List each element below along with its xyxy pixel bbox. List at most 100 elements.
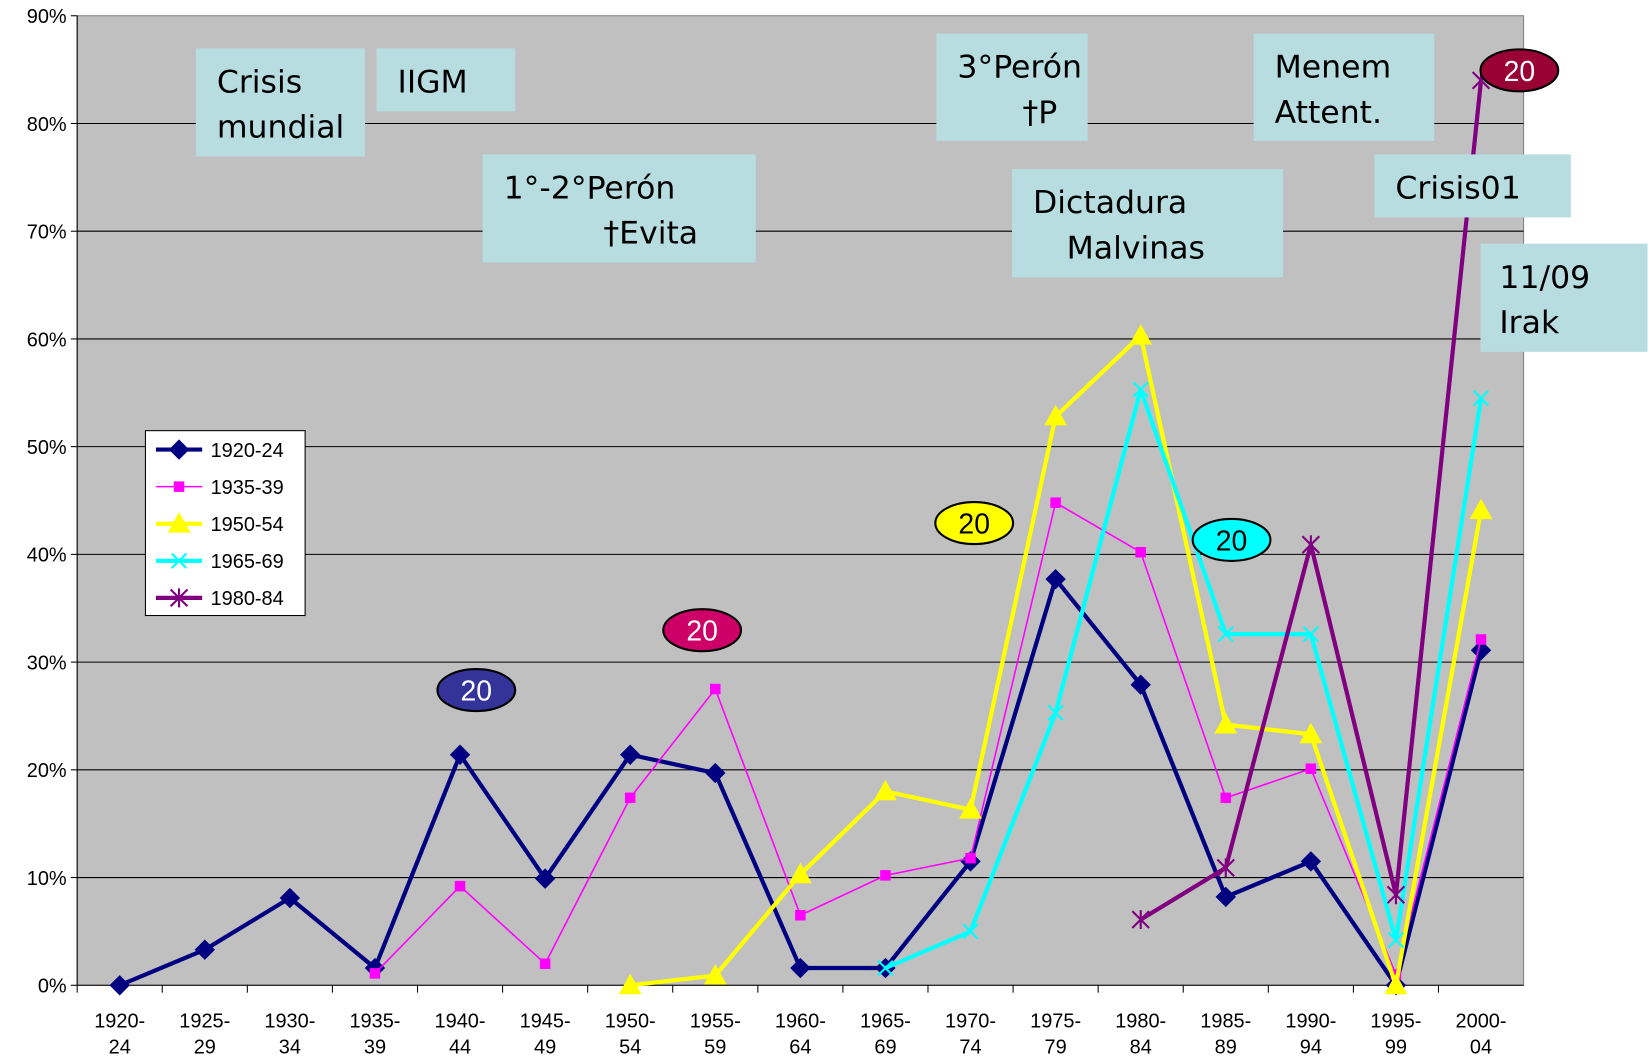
annotation-text: 11/09 <box>1499 260 1590 296</box>
series-line <box>884 387 1484 970</box>
marker <box>454 880 466 892</box>
marker <box>880 870 891 881</box>
x-tick-label: 1920-24 <box>94 1010 145 1058</box>
marker <box>705 762 726 784</box>
marker <box>1050 497 1061 508</box>
marker <box>1301 535 1321 555</box>
marker <box>1130 674 1151 695</box>
marker <box>1387 931 1405 949</box>
badge-text: 20 <box>461 676 493 708</box>
series-line <box>374 501 1482 976</box>
legend-label: 1935-39 <box>211 477 284 499</box>
x-tick-label: 1925-29 <box>179 1010 230 1058</box>
badge <box>436 668 517 713</box>
badge <box>1191 517 1272 562</box>
x-tick-label: 1975-79 <box>1030 1010 1081 1058</box>
x-tick-label: 2000-04 <box>1456 1010 1507 1058</box>
annotation-text: Menem <box>1275 50 1392 86</box>
marker <box>1047 704 1064 721</box>
marker <box>877 959 894 977</box>
annotation-text: Attent. <box>1275 95 1382 131</box>
marker <box>1472 390 1490 407</box>
marker <box>279 887 301 909</box>
marker <box>1299 722 1323 744</box>
marker <box>703 963 727 985</box>
x-tick-label: 1995-99 <box>1370 1010 1421 1058</box>
marker <box>1300 851 1322 872</box>
marker <box>788 862 812 884</box>
marker <box>959 798 982 819</box>
marker <box>1215 886 1236 908</box>
annotation-text: IIGM <box>398 64 468 100</box>
annotation-box <box>482 154 756 263</box>
marker <box>167 512 191 533</box>
y-tick-label: 70% <box>27 222 67 244</box>
marker <box>109 975 130 996</box>
y-tick-label: 10% <box>27 868 67 890</box>
y-tick-label: 30% <box>27 652 67 674</box>
marker <box>1220 792 1232 804</box>
x-tick-label: 1980-84 <box>1115 1010 1166 1058</box>
marker <box>1305 763 1317 774</box>
x-tick-label: 1985-89 <box>1200 1010 1251 1058</box>
marker <box>170 552 188 569</box>
marker <box>620 744 641 765</box>
marker <box>173 481 185 492</box>
x-tick-label: 1960-64 <box>775 1010 826 1058</box>
marker <box>962 923 979 940</box>
badge-text: 20 <box>1216 525 1248 557</box>
marker <box>1214 712 1238 734</box>
y-tick-label: 0% <box>38 976 67 998</box>
x-tick-label: 1945-49 <box>520 1010 571 1058</box>
annotation-box <box>936 33 1088 141</box>
x-tick-label: 1950-54 <box>605 1010 656 1058</box>
marker <box>1386 885 1406 905</box>
annotation-box <box>1374 154 1571 218</box>
marker <box>965 852 976 864</box>
marker <box>795 909 806 921</box>
annotation-text: †P <box>1023 95 1058 131</box>
marker <box>624 792 636 804</box>
x-tick-label: 1935-39 <box>349 1010 400 1058</box>
annotation-text: 3°Perón <box>957 50 1082 86</box>
legend-label: 1980-84 <box>211 588 284 610</box>
marker <box>1216 858 1235 878</box>
marker <box>1131 910 1150 930</box>
marker <box>874 779 897 801</box>
annotation-text: mundial <box>217 110 344 146</box>
annotation-text: Dictadura <box>1033 185 1187 221</box>
marker <box>539 958 551 969</box>
marker <box>1217 625 1234 643</box>
y-tick-label: 60% <box>27 329 67 351</box>
marker <box>168 439 190 460</box>
y-tick-label: 40% <box>27 545 67 567</box>
x-tick-label: 1965-69 <box>860 1010 911 1058</box>
annotation-text: Malvinas <box>1067 230 1205 266</box>
marker <box>194 939 215 960</box>
annotation-box <box>1253 33 1435 141</box>
y-tick-label: 20% <box>27 760 67 782</box>
x-tick-label: 1990-94 <box>1285 1010 1336 1058</box>
annotation-box <box>376 48 516 112</box>
x-tick-label: 1970-74 <box>945 1010 996 1058</box>
badge-text: 20 <box>958 509 990 541</box>
marker <box>369 968 381 979</box>
annotation-text: 1°-2°Perón <box>504 171 676 207</box>
annotation-box <box>1012 169 1284 278</box>
badge-text: 20 <box>686 616 718 648</box>
badge-text: 20 <box>1504 56 1536 88</box>
legend-label: 1950-54 <box>211 514 284 536</box>
marker <box>1475 634 1487 645</box>
annotation-text: Crisis <box>217 64 302 100</box>
marker <box>618 973 642 995</box>
y-tick-label: 80% <box>27 114 67 136</box>
marker <box>534 868 556 889</box>
marker <box>1384 973 1408 995</box>
badge <box>662 608 743 653</box>
marker <box>1132 381 1149 398</box>
marker <box>1045 568 1066 590</box>
marker <box>710 683 721 695</box>
marker <box>1044 404 1068 426</box>
marker <box>1302 625 1319 643</box>
